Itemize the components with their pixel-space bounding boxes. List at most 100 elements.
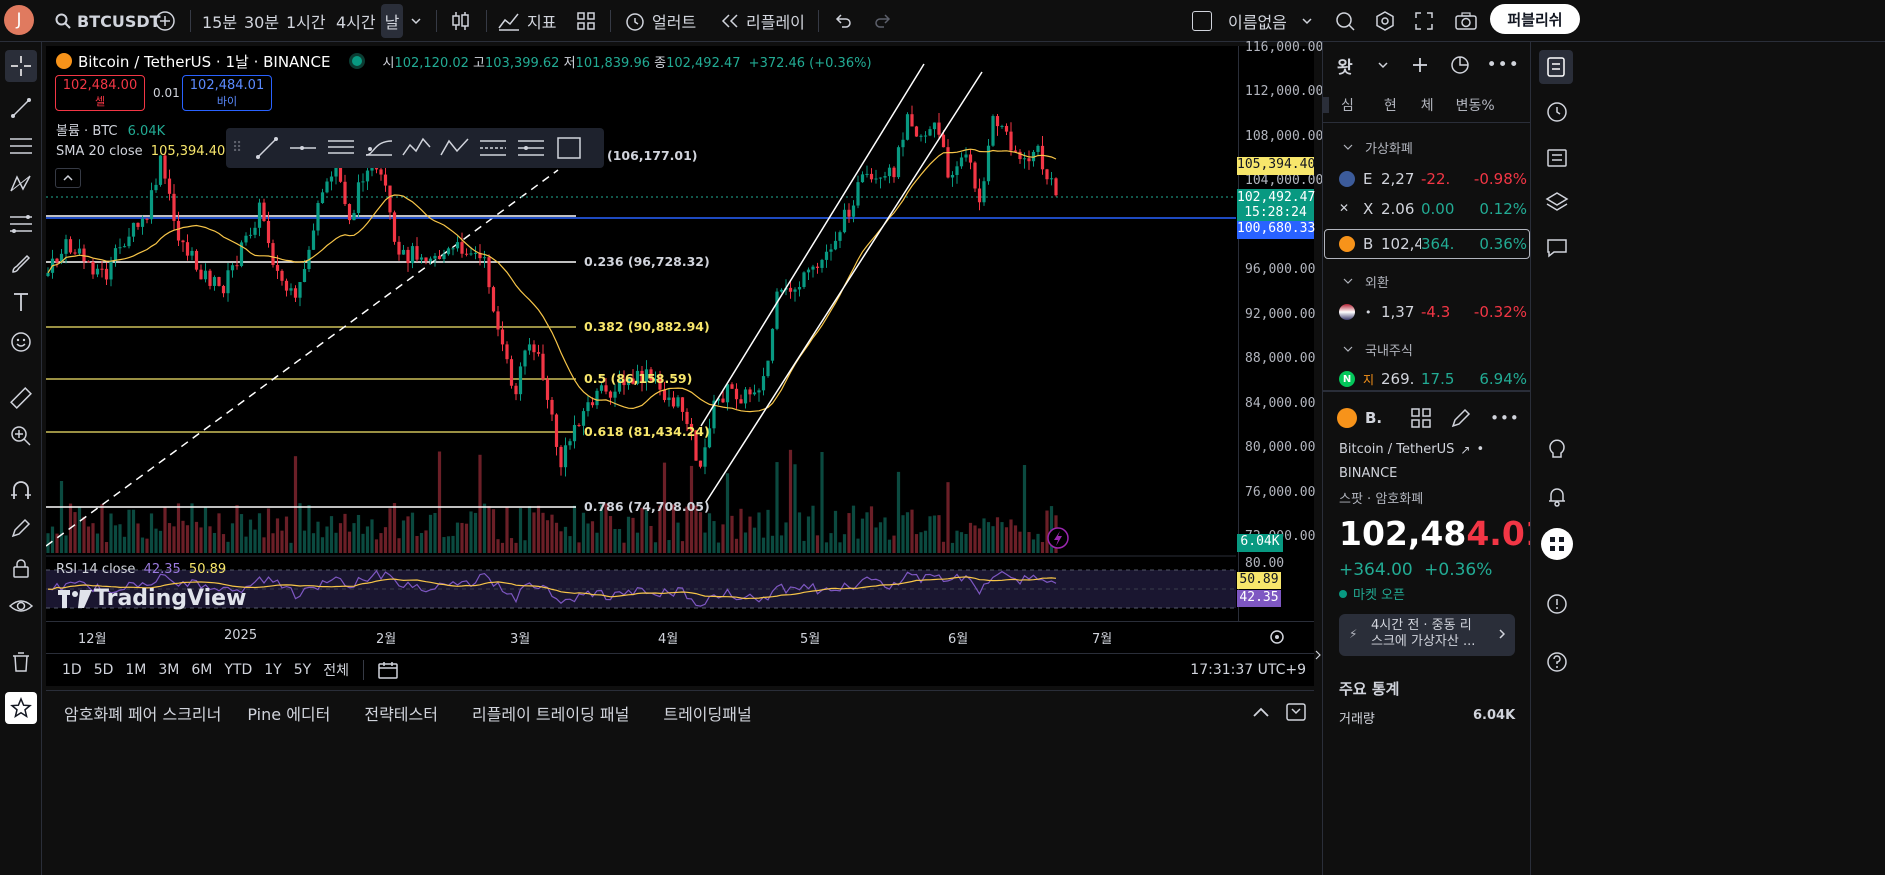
fib-levels-tool-icon[interactable] <box>474 133 512 163</box>
lightbulb-icon[interactable] <box>1545 438 1569 462</box>
date-range-icon[interactable] <box>378 661 398 679</box>
news-card[interactable]: ⚡ 4시간 전 · 중동 리 스크에 가상자산 ... <box>1339 614 1515 656</box>
settings-gear-icon[interactable] <box>1374 0 1396 42</box>
camera-icon[interactable] <box>1454 0 1478 42</box>
symbol-search[interactable]: BTCUSDT <box>55 0 161 42</box>
column-last[interactable]: 현 <box>1383 98 1397 114</box>
clock[interactable]: 17:31:37 UTC+9 <box>1190 662 1306 678</box>
brush-icon[interactable] <box>5 248 37 280</box>
watchlist-row-usdkrw[interactable]: • 1,37 -4.3 -0.32% <box>1329 297 1529 327</box>
news-feed-icon[interactable] <box>1545 146 1569 170</box>
range-5d[interactable]: 5D <box>93 662 114 678</box>
indicators-button[interactable]: 지표 <box>498 0 556 42</box>
maximize-panel-icon[interactable] <box>1286 703 1306 721</box>
range-ytd[interactable]: YTD <box>224 662 253 678</box>
horizontal-lines-icon[interactable] <box>5 130 37 162</box>
tab-strategy-tester[interactable]: 전략테스터 <box>364 705 438 724</box>
range-all[interactable]: 전체 <box>323 663 349 679</box>
watchlist-row-xrp[interactable]: ✕ X 2.06 0.00 0.12% <box>1339 200 1527 218</box>
alerts-clock-icon[interactable] <box>1545 100 1569 124</box>
section-crypto[interactable]: 가상화폐 <box>1343 136 1413 158</box>
layout-grid-icon[interactable] <box>576 0 596 42</box>
interval-day[interactable]: 날 <box>381 4 403 38</box>
interval-30m[interactable]: 30분 <box>244 13 280 32</box>
column-change-pct[interactable]: 변동% <box>1455 98 1495 114</box>
edit-icon[interactable] <box>1450 407 1472 429</box>
replay-button[interactable]: 리플레이 <box>720 0 805 42</box>
star-icon[interactable] <box>5 692 37 724</box>
watchlist-row-kr-stock[interactable]: N 지 269. 17.5 6.94% <box>1329 364 1529 394</box>
section-forex[interactable]: 외환 <box>1343 270 1389 292</box>
redo-icon[interactable] <box>874 0 892 42</box>
sell-button[interactable]: 102,484.00 셀 <box>55 75 145 111</box>
fib-retracement-icon[interactable] <box>5 208 37 240</box>
pattern-icon[interactable] <box>5 168 37 200</box>
quick-search-icon[interactable] <box>1334 0 1356 42</box>
abc-pattern-tool-icon[interactable] <box>436 133 474 163</box>
layout-menu[interactable]: 이름없음 <box>1192 0 1313 42</box>
avatar[interactable]: J <box>4 5 34 35</box>
panel-collapse-handle[interactable] <box>1314 640 1322 670</box>
help-icon[interactable] <box>1545 650 1569 674</box>
tab-crypto-screener[interactable]: 암호화폐 페어 스크리너 <box>64 705 222 724</box>
text-icon[interactable] <box>5 286 37 318</box>
buy-button[interactable]: 102,484.01 바이 <box>182 75 272 111</box>
watchlist-icon[interactable] <box>1539 50 1573 84</box>
watchlist-row-eth[interactable]: E 2,27 -22. -0.98% <box>1329 164 1529 194</box>
fullscreen-icon[interactable] <box>1414 0 1434 42</box>
pie-chart-icon[interactable] <box>1449 54 1471 76</box>
candles-icon[interactable] <box>450 0 470 42</box>
interval-15m[interactable]: 15분 <box>202 13 238 32</box>
chart-pane[interactable]: 116,000.00 112,000.00 108,000.00 104,000… <box>46 40 1323 686</box>
range-3m[interactable]: 3M <box>158 662 180 678</box>
tab-pine-editor[interactable]: Pine 에디터 <box>247 705 331 724</box>
column-change[interactable]: 체 <box>1420 98 1434 114</box>
lock-icon[interactable] <box>5 552 37 584</box>
dom-icon[interactable] <box>1541 528 1573 560</box>
range-1m[interactable]: 1M <box>125 662 147 678</box>
crosshair-icon[interactable] <box>5 50 37 82</box>
chevron-down-icon[interactable] <box>1377 60 1389 70</box>
trash-icon[interactable] <box>5 646 37 678</box>
ideas-icon[interactable] <box>1545 592 1569 616</box>
pitchfork-tool-icon[interactable] <box>360 133 398 163</box>
column-symbol[interactable]: 심 <box>1341 98 1354 114</box>
trendline-icon[interactable] <box>5 92 37 124</box>
watchlist-title[interactable]: 왓 <box>1337 57 1353 78</box>
chevron-down-icon[interactable] <box>410 0 422 42</box>
eye-icon[interactable] <box>5 590 37 622</box>
time-axis[interactable]: 12월 2025 2월 3월 4월 5월 6월 7월 <box>46 621 1314 651</box>
tab-replay-trading[interactable]: 리플레이 트레이딩 패널 <box>471 705 630 724</box>
rectangle-tool-icon[interactable] <box>550 133 588 163</box>
fib-extension-tool-icon[interactable] <box>512 133 550 163</box>
chevron-up-icon[interactable] <box>1252 705 1270 719</box>
range-5y[interactable]: 5Y <box>293 662 312 678</box>
pencil-lock-icon[interactable] <box>5 512 37 544</box>
horizontal-ray-tool-icon[interactable] <box>284 133 322 163</box>
alert-button[interactable]: 얼러트 <box>624 0 696 42</box>
details-symbol[interactable]: B. <box>1365 409 1383 427</box>
ruler-icon[interactable] <box>5 382 37 414</box>
interval-1h[interactable]: 1시간 <box>286 13 326 32</box>
range-1d[interactable]: 1D <box>62 662 82 678</box>
magnet-icon[interactable] <box>5 474 37 506</box>
price-axis[interactable] <box>1238 46 1314 621</box>
section-kr-stocks[interactable]: 국내주식 <box>1343 338 1413 360</box>
collapse-legend-button[interactable] <box>55 168 81 188</box>
elliott-wave-tool-icon[interactable] <box>398 133 436 163</box>
trend-line-tool-icon[interactable] <box>250 133 284 163</box>
more-options-icon[interactable]: ••• <box>1486 55 1520 75</box>
watchlist-row-btc-selected[interactable]: B 102,4 364. 0.36% <box>1324 229 1530 259</box>
tab-trading-panel[interactable]: 트레이딩패널 <box>663 705 752 724</box>
drag-handle-icon[interactable]: ⠿ <box>232 140 243 156</box>
more-options-icon[interactable]: ••• <box>1490 409 1520 427</box>
zoom-in-icon[interactable] <box>5 420 37 452</box>
add-symbol-plus-icon[interactable] <box>1411 56 1429 74</box>
publish-button[interactable]: 퍼블리쉬 <box>1490 4 1580 34</box>
grid-icon[interactable] <box>1410 407 1432 429</box>
price-chart[interactable] <box>46 46 1314 686</box>
compare-plus-icon[interactable] <box>154 0 176 42</box>
range-6m[interactable]: 6M <box>191 662 213 678</box>
range-1y[interactable]: 1Y <box>264 662 282 678</box>
chart-title[interactable]: Bitcoin / TetherUS · 1날 · BINANCE <box>78 52 331 71</box>
